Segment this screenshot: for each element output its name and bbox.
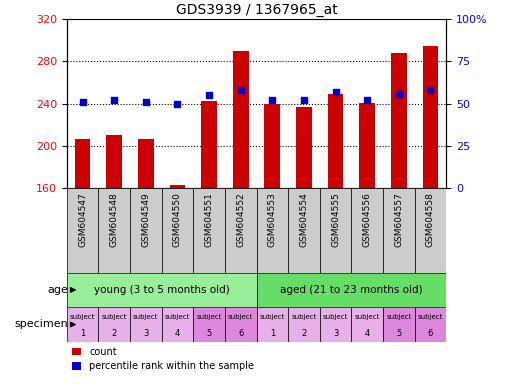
Bar bbox=[288, 307, 320, 342]
Text: GSM604555: GSM604555 bbox=[331, 192, 340, 247]
Text: 5: 5 bbox=[396, 329, 402, 338]
Point bbox=[300, 97, 308, 103]
Bar bbox=[256, 188, 288, 273]
Bar bbox=[130, 307, 162, 342]
Bar bbox=[193, 188, 225, 273]
Text: subject: subject bbox=[133, 314, 159, 320]
Bar bbox=[67, 307, 98, 342]
Bar bbox=[351, 188, 383, 273]
Point bbox=[205, 92, 213, 98]
Text: 2: 2 bbox=[301, 329, 307, 338]
Point bbox=[173, 101, 182, 107]
Text: 6: 6 bbox=[428, 329, 433, 338]
Bar bbox=[225, 307, 256, 342]
Bar bbox=[423, 46, 439, 188]
Bar bbox=[288, 188, 320, 273]
Text: subject: subject bbox=[386, 314, 411, 320]
Text: GSM604550: GSM604550 bbox=[173, 192, 182, 247]
Text: subject: subject bbox=[260, 314, 285, 320]
Point bbox=[110, 97, 118, 103]
Text: 1: 1 bbox=[80, 329, 85, 338]
Text: GSM604547: GSM604547 bbox=[78, 192, 87, 247]
Text: subject: subject bbox=[228, 314, 253, 320]
Text: aged (21 to 23 months old): aged (21 to 23 months old) bbox=[280, 285, 423, 295]
Bar bbox=[138, 139, 154, 188]
Text: 6: 6 bbox=[238, 329, 243, 338]
Bar bbox=[359, 103, 375, 188]
Bar bbox=[225, 188, 256, 273]
Bar bbox=[201, 101, 217, 188]
Text: specimen: specimen bbox=[14, 319, 68, 329]
Bar bbox=[67, 273, 256, 307]
Point bbox=[426, 87, 435, 93]
Bar bbox=[98, 188, 130, 273]
Bar bbox=[391, 53, 407, 188]
Bar bbox=[98, 307, 130, 342]
Bar bbox=[256, 273, 446, 307]
Bar bbox=[162, 188, 193, 273]
Text: subject: subject bbox=[102, 314, 127, 320]
Bar bbox=[415, 188, 446, 273]
Point bbox=[236, 87, 245, 93]
Bar bbox=[383, 307, 415, 342]
Text: 3: 3 bbox=[333, 329, 338, 338]
Text: subject: subject bbox=[165, 314, 190, 320]
Point bbox=[394, 91, 403, 97]
Bar bbox=[106, 136, 122, 188]
Bar bbox=[130, 188, 162, 273]
Text: subject: subject bbox=[323, 314, 348, 320]
Bar bbox=[320, 188, 351, 273]
Text: subject: subject bbox=[70, 314, 95, 320]
Text: 2: 2 bbox=[111, 329, 117, 338]
Bar bbox=[256, 307, 288, 342]
Text: GSM604551: GSM604551 bbox=[205, 192, 213, 247]
Text: 4: 4 bbox=[365, 329, 370, 338]
Text: GSM604552: GSM604552 bbox=[236, 192, 245, 247]
Text: GSM604553: GSM604553 bbox=[268, 192, 277, 247]
Bar bbox=[383, 188, 415, 273]
Text: subject: subject bbox=[354, 314, 380, 320]
Bar bbox=[296, 107, 312, 188]
Title: GDS3939 / 1367965_at: GDS3939 / 1367965_at bbox=[175, 3, 338, 17]
Bar bbox=[233, 51, 249, 188]
Text: GSM604558: GSM604558 bbox=[426, 192, 435, 247]
Bar bbox=[67, 188, 98, 273]
Bar bbox=[415, 307, 446, 342]
Bar bbox=[169, 185, 185, 188]
Text: subject: subject bbox=[291, 314, 317, 320]
Text: 1: 1 bbox=[270, 329, 275, 338]
Bar bbox=[328, 94, 344, 188]
Text: young (3 to 5 months old): young (3 to 5 months old) bbox=[94, 285, 229, 295]
Point bbox=[331, 89, 340, 95]
Text: 3: 3 bbox=[143, 329, 148, 338]
Bar bbox=[351, 307, 383, 342]
Point bbox=[142, 99, 150, 105]
Text: GSM604557: GSM604557 bbox=[394, 192, 403, 247]
Bar bbox=[264, 104, 280, 188]
Text: subject: subject bbox=[418, 314, 443, 320]
Text: age: age bbox=[47, 285, 68, 295]
Legend: count, percentile rank within the sample: count, percentile rank within the sample bbox=[71, 347, 254, 371]
Text: 5: 5 bbox=[206, 329, 212, 338]
Bar bbox=[162, 307, 193, 342]
Point bbox=[268, 97, 277, 103]
Point bbox=[363, 97, 371, 103]
Bar bbox=[74, 139, 90, 188]
Text: subject: subject bbox=[196, 314, 222, 320]
Text: 4: 4 bbox=[175, 329, 180, 338]
Bar bbox=[320, 307, 351, 342]
Text: GSM604554: GSM604554 bbox=[300, 192, 308, 247]
Bar bbox=[193, 307, 225, 342]
Text: GSM604548: GSM604548 bbox=[110, 192, 119, 247]
Point bbox=[78, 99, 87, 105]
Text: GSM604549: GSM604549 bbox=[141, 192, 150, 247]
Text: GSM604556: GSM604556 bbox=[363, 192, 372, 247]
